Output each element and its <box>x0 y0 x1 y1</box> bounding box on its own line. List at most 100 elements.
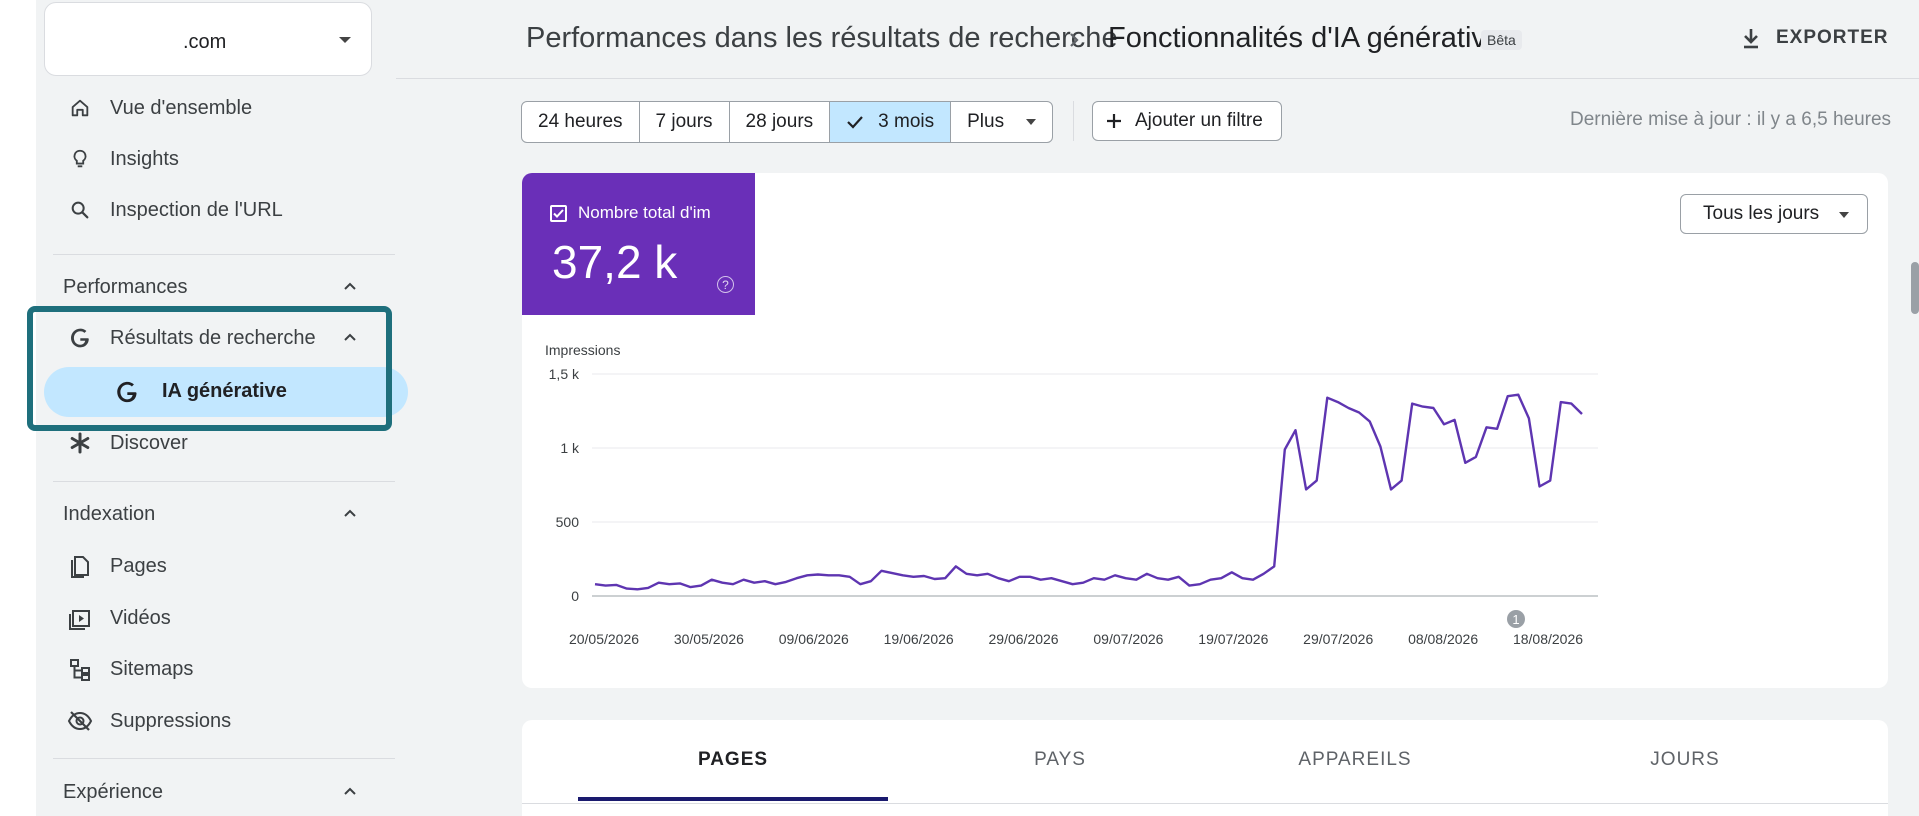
x-tick-label: 29/06/2026 <box>989 631 1059 647</box>
metric-value: 37,2 k <box>552 236 678 288</box>
divider <box>1073 101 1074 141</box>
y-tick-label: 1 k <box>560 440 580 456</box>
tab-days[interactable]: JOURS <box>1560 720 1810 800</box>
help-icon[interactable]: ? <box>717 276 734 293</box>
checkbox-icon <box>550 205 567 222</box>
sidebar-item-label: Sitemaps <box>110 657 194 680</box>
x-tick-label: 09/07/2026 <box>1093 631 1163 647</box>
range-24h-button[interactable]: 24 heures <box>522 102 640 142</box>
divider <box>53 758 395 759</box>
x-tick-label: 29/07/2026 <box>1303 631 1373 647</box>
sidebar-item-label: Vidéos <box>110 606 171 629</box>
range-label: Plus <box>967 111 1005 132</box>
export-label: EXPORTER <box>1776 27 1889 48</box>
sidebar-item-videos[interactable]: Vidéos <box>36 596 396 640</box>
divider <box>53 481 395 482</box>
sidebar-item-insights[interactable]: Insights <box>36 137 396 181</box>
sidebar-item-label: Discover <box>110 431 188 454</box>
page-header: Performances dans les résultats de reche… <box>396 0 1919 78</box>
sidebar-item-url-inspection[interactable]: Inspection de l'URL <box>36 188 396 232</box>
google-icon <box>114 379 140 410</box>
annotation-label: 1 <box>1512 612 1519 627</box>
x-tick-label: 19/06/2026 <box>884 631 954 647</box>
tab-countries[interactable]: PAYS <box>940 720 1180 800</box>
x-tick-label: 18/08/2026 <box>1513 631 1583 647</box>
beta-badge: Bêta <box>1481 30 1522 50</box>
tab-active-indicator <box>578 797 888 801</box>
download-icon <box>1744 29 1758 49</box>
plus-icon <box>1107 114 1121 128</box>
sidebar-item-generative-ai[interactable]: IA générative <box>44 367 408 417</box>
section-label: Indexation <box>63 502 156 525</box>
property-selector[interactable]: .com <box>44 2 372 76</box>
sidebar-item-label: Vue d'ensemble <box>110 96 253 119</box>
video-icon <box>66 604 94 632</box>
x-tick-label: 20/05/2026 <box>569 631 639 647</box>
section-label: Performances <box>63 275 188 298</box>
sidebar-item-overview[interactable]: Vue d'ensemble <box>36 86 396 130</box>
range-label: 28 jours <box>745 111 814 132</box>
metric-total-impressions[interactable]: Nombre total d'im 37,2 k ? <box>522 173 755 315</box>
lightbulb-icon <box>66 145 94 173</box>
last-update-text: Dernière mise à jour : il y a 6,5 heures <box>1570 109 1892 130</box>
scrollbar-thumb[interactable] <box>1911 262 1919 314</box>
google-icon <box>66 324 94 352</box>
chevron-down-icon <box>339 37 351 43</box>
home-icon <box>66 94 94 122</box>
sidebar: .com Vue d'ensemble Insights Inspection … <box>36 0 408 816</box>
sitemap-icon <box>66 655 94 683</box>
section-experience[interactable]: Expérience <box>36 770 396 814</box>
caret-down-icon <box>1026 119 1037 125</box>
tab-devices[interactable]: APPAREILS <box>1230 720 1480 800</box>
chevron-up-icon <box>344 509 356 517</box>
granularity-select[interactable]: Tous les jours <box>1680 194 1868 234</box>
sidebar-item-discover[interactable]: Discover <box>36 421 396 465</box>
sidebar-item-label: IA générative <box>162 380 287 402</box>
tab-label: PAYS <box>1034 749 1086 770</box>
section-label: Expérience <box>63 780 164 803</box>
sidebar-item-pages[interactable]: Pages <box>36 544 396 588</box>
sidebar-item-label: Inspection de l'URL <box>110 198 283 221</box>
sidebar-item-search-results[interactable]: Résultats de recherche <box>36 316 396 360</box>
impressions-chart: Impressions 0 500 1 k 1,5 k 20/05/2026 30/05/2… <box>545 342 1598 647</box>
metric-label: Nombre total d'im <box>578 203 711 222</box>
impressions-series-line <box>594 393 1583 591</box>
search-icon <box>66 196 94 224</box>
sidebar-item-label: Résultats de recherche <box>110 326 316 349</box>
x-tick-label: 30/05/2026 <box>674 631 744 647</box>
tab-label: JOURS <box>1650 749 1720 770</box>
range-label: 7 jours <box>655 111 713 132</box>
breadcrumb-parent[interactable]: Performances dans les résultats de reche… <box>526 22 1118 54</box>
chevron-right-icon <box>1070 33 1079 47</box>
section-performances[interactable]: Performances <box>36 265 396 309</box>
sidebar-item-removals[interactable]: Suppressions <box>36 699 396 743</box>
range-7d-button[interactable]: 7 jours <box>640 102 730 142</box>
range-label: 3 mois <box>878 111 935 132</box>
export-button[interactable]: EXPORTER <box>1740 22 1889 54</box>
add-filter-button[interactable]: Ajouter un filtre <box>1092 101 1282 141</box>
y-tick-label: 0 <box>571 588 579 604</box>
section-indexation[interactable]: Indexation <box>36 492 396 536</box>
pages-icon <box>66 552 94 580</box>
x-tick-label: 09/06/2026 <box>779 631 849 647</box>
page-title: Fonctionnalités d'IA générative <box>1108 22 1503 54</box>
y-axis-label: Impressions <box>545 342 620 358</box>
range-label: 24 heures <box>538 111 623 132</box>
property-name: .com <box>183 31 227 53</box>
sidebar-item-sitemaps[interactable]: Sitemaps <box>36 647 396 691</box>
range-28d-button[interactable]: 28 jours <box>730 102 831 142</box>
tab-pages[interactable]: PAGES <box>578 720 888 800</box>
chevron-up-icon <box>344 787 356 795</box>
range-more-dropdown[interactable]: Plus <box>951 102 1052 142</box>
tab-label: APPAREILS <box>1298 749 1412 770</box>
sidebar-item-label: Suppressions <box>110 709 232 732</box>
add-filter-label: Ajouter un filtre <box>1135 110 1263 131</box>
left-gutter <box>0 0 36 816</box>
tab-label: PAGES <box>697 749 769 770</box>
caret-down-icon <box>1839 212 1849 218</box>
chevron-up-icon <box>344 333 356 341</box>
sidebar-item-label: Pages <box>110 554 167 577</box>
range-3m-button[interactable]: 3 mois <box>830 102 952 142</box>
divider <box>396 78 1919 79</box>
y-tick-label: 1,5 k <box>549 366 580 382</box>
